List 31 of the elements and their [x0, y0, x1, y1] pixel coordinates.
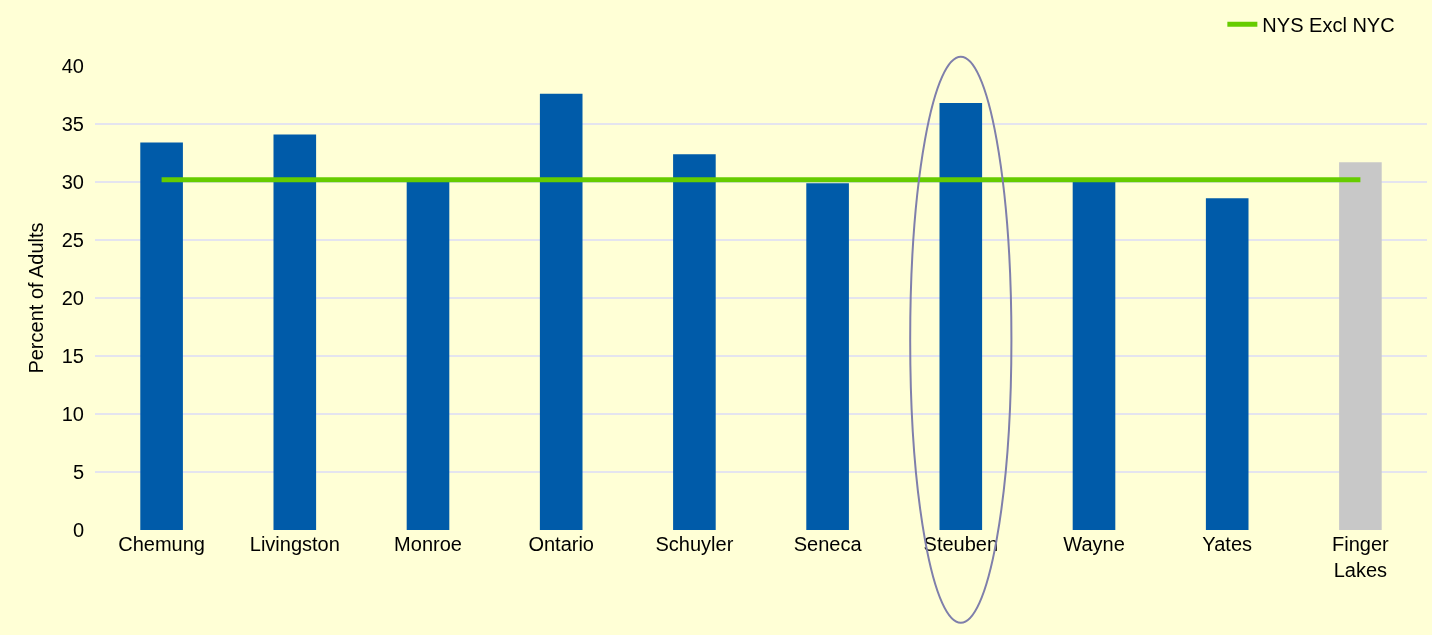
y-tick-label: 10 — [61, 403, 84, 425]
x-tick-label: Ontario — [528, 533, 594, 555]
x-tick-label: Wayne — [1063, 533, 1125, 555]
x-tick-label: Schuyler — [655, 533, 734, 555]
x-tick-label: Yates — [1202, 533, 1253, 555]
x-tick-label: Seneca — [793, 533, 863, 555]
bar — [1072, 182, 1116, 530]
y-tick-label: 20 — [61, 287, 84, 309]
y-tick-label: 15 — [61, 345, 84, 367]
bar — [806, 183, 849, 530]
y-tick-label: 35 — [61, 113, 84, 135]
y-axis-title: Percent of Adults — [25, 222, 48, 374]
x-tick-label: Chemung — [118, 533, 205, 555]
bar — [1205, 198, 1249, 530]
x-tick-label: Finger Lakes — [1332, 533, 1390, 581]
y-tick-label: 5 — [72, 461, 84, 483]
x-tick-label: Monroe — [394, 533, 462, 555]
x-tick-label: Livingston — [249, 533, 340, 555]
y-tick-label: 25 — [61, 229, 84, 251]
bar — [273, 134, 317, 530]
bar — [140, 142, 183, 530]
bar — [939, 103, 983, 530]
bar — [673, 154, 716, 530]
legend-label: NYS Excl NYC — [1262, 14, 1395, 37]
bar — [1339, 162, 1382, 530]
y-tick-label: 0 — [72, 519, 84, 541]
y-tick-label: 30 — [61, 171, 84, 193]
y-tick-label: 40 — [61, 55, 84, 77]
x-tick-label: Steuben — [923, 533, 999, 555]
bar — [539, 93, 583, 530]
bar — [406, 182, 450, 530]
